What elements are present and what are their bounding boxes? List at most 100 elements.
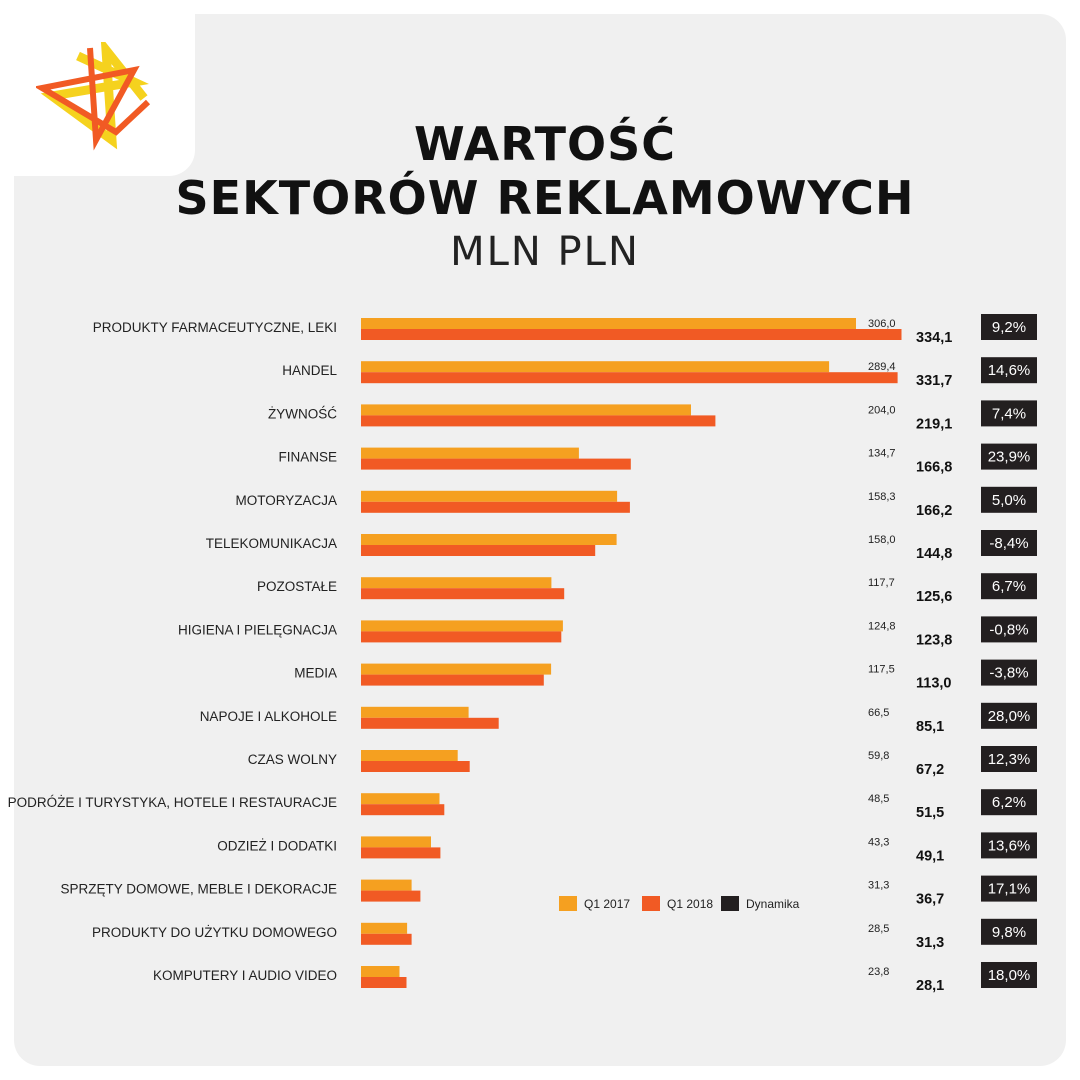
chart-title-line-2: SEKTORÓW REKLAMOWYCH — [175, 171, 915, 225]
bar-q1-2017 — [361, 318, 856, 329]
bar-q1-2018 — [361, 890, 421, 902]
value-label-q1-2018: 125,6 — [916, 589, 952, 605]
bar-q1-2017 — [361, 490, 618, 502]
dynamika-badge — [981, 746, 1037, 772]
bar-q1-2017 — [361, 922, 408, 934]
dynamika-label: 7,4% — [992, 405, 1026, 422]
dynamika-label: 6,2% — [992, 794, 1026, 811]
value-label-q1-2017: 134,7 — [868, 448, 896, 460]
bar-q1-2018 — [361, 847, 441, 859]
value-label-q1-2018: 219,1 — [916, 416, 952, 432]
dynamika-label: 18,0% — [988, 967, 1031, 984]
value-label-q1-2018: 49,1 — [916, 848, 944, 864]
bar-q1-2017 — [361, 534, 617, 545]
bar-q1-2017 — [361, 663, 552, 675]
legend-label: Dynamika — [746, 897, 800, 911]
dynamika-badge — [981, 400, 1037, 427]
dynamika-label: 9,2% — [992, 319, 1026, 336]
bar-q1-2017 — [361, 750, 458, 761]
bar-q1-2017 — [361, 793, 440, 805]
legend-label: Q1 2017 — [584, 897, 630, 911]
value-label-q1-2018: 85,1 — [916, 719, 944, 735]
dynamika-badge — [981, 918, 1037, 945]
value-label-q1-2018: 51,5 — [916, 805, 944, 821]
bar-q1-2018 — [361, 674, 544, 686]
value-label-q1-2018: 144,8 — [916, 546, 952, 562]
category-label: CZAS WOLNY — [248, 752, 337, 767]
bar-q1-2017 — [361, 706, 469, 718]
value-label-q1-2018: 67,2 — [916, 762, 944, 778]
bar-q1-2018 — [361, 329, 902, 340]
dynamika-label: 5,0% — [992, 492, 1026, 509]
star-logo-icon — [36, 42, 151, 151]
dynamika-label: 13,6% — [988, 837, 1031, 854]
category-label: FINANSE — [278, 450, 337, 465]
category-label: PRODUKTY DO UŻYTKU DOMOWEGO — [92, 925, 337, 940]
dynamika-label: -8,4% — [989, 535, 1028, 552]
bar-q1-2017 — [361, 836, 431, 848]
category-label: PRODUKTY FARMACEUTYCZNE, LEKI — [93, 320, 337, 335]
category-label: HANDEL — [282, 363, 337, 378]
dynamika-label: 17,1% — [988, 881, 1031, 898]
dynamika-badge — [981, 443, 1037, 470]
bar-q1-2018 — [361, 372, 898, 384]
dynamika-label: -0,8% — [989, 621, 1028, 638]
value-label-q1-2018: 36,7 — [916, 892, 944, 908]
bar-q1-2018 — [361, 631, 562, 643]
dynamika-label: 9,8% — [992, 924, 1026, 941]
value-label-q1-2018: 166,8 — [916, 460, 952, 476]
legend-swatch — [642, 896, 660, 911]
bar-q1-2017 — [361, 447, 579, 459]
value-label-q1-2018: 31,3 — [916, 935, 944, 951]
value-label-q1-2017: 28,5 — [868, 923, 889, 935]
bar-q1-2017 — [361, 966, 400, 977]
dynamika-badge — [981, 875, 1037, 902]
dynamika-label: 12,3% — [988, 751, 1031, 768]
bar-q1-2018 — [361, 717, 499, 729]
value-label-q1-2017: 43,3 — [868, 836, 889, 848]
chart-title-line-1: WARTOŚĆ — [414, 117, 676, 171]
bar-q1-2018 — [361, 415, 716, 427]
value-label-q1-2018: 166,2 — [916, 503, 952, 519]
dynamika-label: 28,0% — [988, 708, 1031, 725]
value-label-q1-2017: 204,0 — [868, 404, 896, 416]
value-label-q1-2017: 124,8 — [868, 620, 896, 632]
bar-q1-2017 — [361, 361, 830, 373]
bar-q1-2017 — [361, 879, 412, 891]
value-label-q1-2017: 59,8 — [868, 750, 889, 762]
dynamika-label: 23,9% — [988, 449, 1031, 466]
value-label-q1-2017: 306,0 — [868, 318, 896, 330]
category-label: NAPOJE I ALKOHOLE — [200, 709, 337, 724]
category-label: ŻYWNOŚĆ — [268, 406, 337, 421]
dynamika-badge — [981, 616, 1037, 643]
value-label-q1-2017: 158,0 — [868, 534, 896, 546]
bar-q1-2018 — [361, 761, 470, 772]
dynamika-label: 14,6% — [988, 362, 1031, 379]
category-label: MOTORYZACJA — [235, 493, 337, 508]
value-label-q1-2017: 158,3 — [868, 491, 896, 503]
value-label-q1-2017: 48,5 — [868, 793, 889, 805]
dynamika-badge — [981, 659, 1037, 686]
category-label: ODZIEŻ I DODATKI — [217, 838, 337, 853]
category-label: TELEKOMUNIKACJA — [206, 536, 337, 551]
dynamika-label: -3,8% — [989, 665, 1028, 682]
value-label-q1-2017: 31,3 — [868, 880, 889, 892]
value-label-q1-2018: 28,1 — [916, 978, 944, 994]
logo-area — [14, 14, 195, 176]
category-label: POZOSTAŁE — [257, 579, 337, 594]
bar-q1-2018 — [361, 977, 407, 988]
bar-q1-2018 — [361, 588, 565, 600]
dynamika-badge — [981, 314, 1037, 340]
category-label: HIGIENA I PIELĘGNACJA — [178, 622, 337, 637]
value-label-q1-2017: 117,5 — [868, 664, 895, 676]
bar-q1-2018 — [361, 933, 412, 945]
value-label-q1-2017: 289,4 — [868, 361, 896, 373]
bar-q1-2017 — [361, 620, 563, 632]
dynamika-badge — [981, 573, 1037, 600]
value-label-q1-2017: 66,5 — [868, 707, 889, 719]
value-label-q1-2017: 117,7 — [868, 577, 895, 589]
category-label: PODRÓŻE I TURYSTYKA, HOTELE I RESTAURACJ… — [8, 795, 337, 810]
dynamika-badge — [981, 530, 1037, 556]
value-label-q1-2018: 331,7 — [916, 373, 952, 389]
